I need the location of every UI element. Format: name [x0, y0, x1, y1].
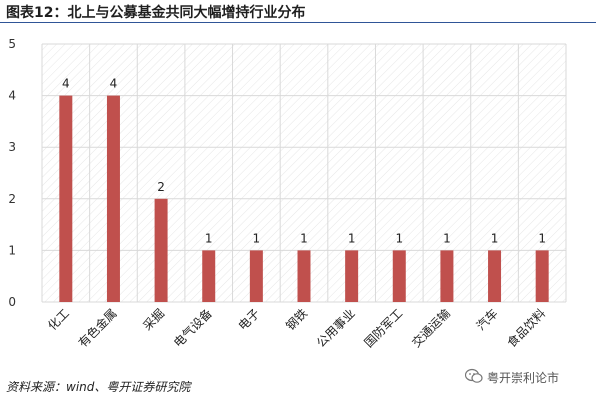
- x-tick-label: 钢铁: [283, 306, 310, 333]
- bar: [392, 250, 406, 302]
- y-tick-label: 5: [8, 37, 16, 51]
- bar-chart: 4 4 2 1 1 1 1 1 1 1 1 0 1 2 3 4 5 化工 有色金属 采掘 电气设备 电子 钢铁 公用事业 国防…: [8, 37, 567, 351]
- x-tick-label: 化工: [45, 306, 72, 333]
- y-tick-label: 4: [8, 89, 16, 103]
- data-label: 1: [205, 231, 213, 245]
- bar: [154, 198, 168, 302]
- x-tick-label: 有色金属: [75, 306, 120, 351]
- watermark: 粤开崇利论市: [465, 366, 593, 390]
- data-label: 1: [395, 231, 403, 245]
- data-label: 1: [300, 231, 308, 245]
- wechat-icon: [465, 368, 483, 383]
- data-label: 1: [443, 231, 451, 245]
- data-label: 4: [62, 77, 70, 91]
- bar: [202, 250, 216, 302]
- bar: [106, 95, 120, 302]
- x-tick-label: 公用事业: [314, 306, 358, 350]
- bar: [249, 250, 263, 302]
- x-tick-label: 食品饮料: [504, 306, 549, 351]
- x-tick-label: 电气设备: [170, 306, 215, 351]
- bar: [488, 250, 502, 302]
- source-note: 资料来源：wind、粤开证券研究院: [6, 380, 191, 394]
- header-bar: 图表12：北上与公募基金共同大幅增持行业分布: [0, 0, 596, 23]
- data-label: 1: [491, 231, 499, 245]
- y-tick-label: 2: [8, 192, 16, 206]
- data-label: 1: [253, 231, 261, 245]
- x-tick-label: 汽车: [473, 306, 501, 334]
- chart-title: 图表12：北上与公募基金共同大幅增持行业分布: [6, 5, 306, 21]
- x-tick-label: 国防军工: [361, 306, 406, 351]
- x-tick-label: 采掘: [140, 306, 168, 334]
- chart-area: 4 4 2 1 1 1 1 1 1 1 1 0 1 2 3 4 5 化工 有色金属 采掘 电气设备 电子 钢铁 公用事业 国防…: [0, 24, 596, 370]
- data-label: 4: [110, 77, 118, 91]
- watermark-text: 粤开崇利论市: [487, 371, 560, 385]
- bar: [535, 250, 549, 302]
- bar: [345, 250, 359, 302]
- bar: [297, 250, 311, 302]
- bar: [59, 95, 73, 302]
- data-label: 1: [538, 231, 546, 245]
- x-tick-label: 电子: [236, 306, 263, 333]
- y-tick-label: 1: [8, 243, 16, 257]
- bar: [440, 250, 454, 302]
- y-tick-label: 0: [8, 295, 16, 309]
- x-tick-label: 交通运输: [408, 306, 453, 351]
- y-tick-label: 3: [8, 140, 16, 154]
- data-label: 1: [348, 231, 356, 245]
- data-label: 2: [157, 180, 165, 194]
